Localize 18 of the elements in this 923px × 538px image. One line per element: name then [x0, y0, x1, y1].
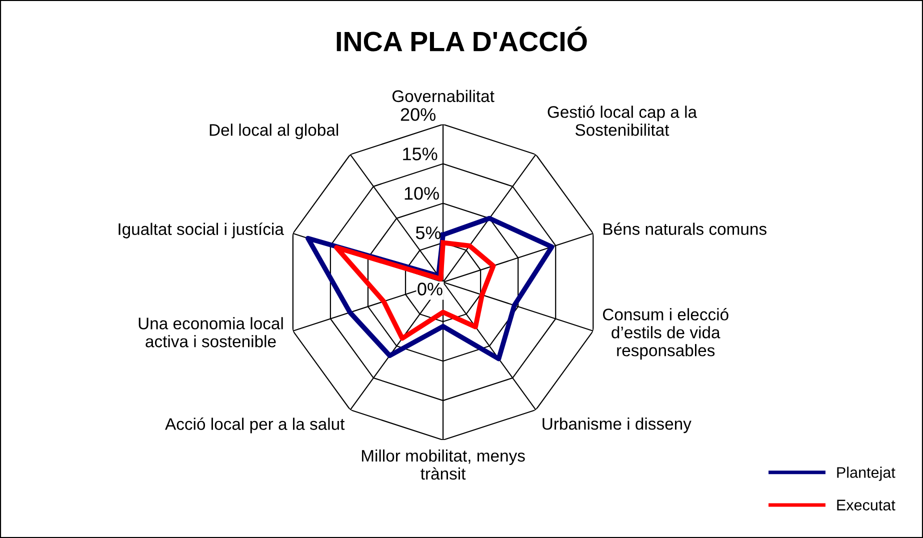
spoke-label: Governabilitat: [392, 90, 494, 102]
spoke-label: Consum i elecció d’estils de vida responsables: [603, 308, 728, 360]
spoke-label: Béns naturals comuns: [604, 222, 766, 235]
spoke-label: Gestió local cap a la Sostenibilitat: [548, 105, 698, 136]
spoke-label: Una economia local activa i sostenible: [138, 317, 283, 348]
spoke-label: Acció local per a la salut: [165, 418, 345, 434]
y-tick-label: 15%: [403, 148, 438, 160]
spoke-label: Urbanisme i disseny: [542, 418, 692, 434]
spoke-label: Del local al global: [210, 124, 338, 140]
chart-title: INCA PLA D'ACCIÓ: [336, 26, 587, 52]
y-tick-label: 0%: [418, 282, 442, 296]
y-tick-label: 5%: [416, 226, 441, 240]
y-tick-label: 20%: [400, 108, 436, 121]
legend-label: Executat: [837, 500, 896, 510]
legend-label: Plantejat: [837, 466, 896, 481]
spoke-label: Millor mobilitat, menys trànsit: [362, 449, 525, 480]
y-tick-label: 10%: [404, 186, 439, 200]
spoke-label: Igualtat social i justícia: [118, 222, 284, 238]
